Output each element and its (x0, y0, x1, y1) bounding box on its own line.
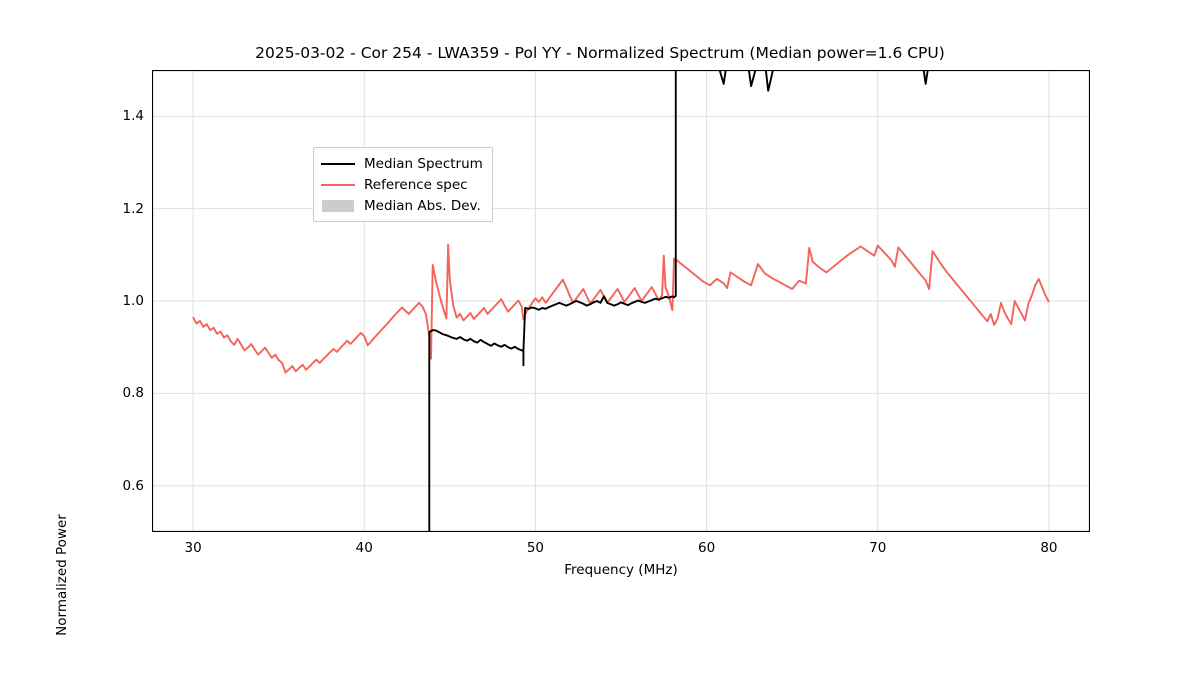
legend-label-reference-spec: Reference spec (364, 176, 468, 193)
legend-swatch-reference-spec (321, 178, 355, 192)
series-line-reference-spec (192, 243, 1050, 374)
x-tick-label: 70 (869, 540, 887, 556)
legend-entry-median-spectrum: Median Spectrum (321, 153, 483, 174)
legend-label-median-abs-dev: Median Abs. Dev. (364, 197, 481, 214)
legend-swatch-median-spectrum (321, 157, 355, 171)
legend: Median Spectrum Reference spec Median Ab… (313, 147, 493, 222)
x-tick-label: 40 (355, 540, 373, 556)
grid-lines (152, 70, 1090, 532)
series-line-median-spectrum (428, 70, 929, 532)
page-title: 2025-03-02 - Cor 254 - LWA359 - Pol YY -… (255, 44, 945, 62)
x-tick-labels: 30 40 50 60 70 80 (152, 540, 1090, 562)
y-tick-label: 0.8 (122, 385, 144, 402)
y-tick-label: 1.0 (122, 293, 144, 309)
x-tick-label: 50 (526, 540, 544, 556)
y-tick-labels: 0.6 0.8 1.0 1.2 1.4 (92, 70, 144, 532)
y-tick-label: 0.6 (122, 477, 144, 494)
x-axis-title: Frequency (MHz) (564, 562, 678, 578)
y-tick-label: 1.4 (122, 108, 144, 125)
y-axis-title: Normalized Power (54, 514, 70, 636)
x-tick-label: 30 (184, 540, 202, 556)
axes-border (152, 70, 1090, 532)
legend-entry-reference-spec: Reference spec (321, 174, 483, 195)
legend-swatch-median-abs-dev (321, 199, 355, 213)
legend-label-median-spectrum: Median Spectrum (364, 155, 483, 172)
x-tick-label: 80 (1040, 540, 1058, 556)
spectrum-figure: 2025-03-02 - Cor 254 - LWA359 - Pol YY -… (54, 44, 1090, 636)
plot-axes: Median Spectrum Reference spec Median Ab… (152, 70, 1090, 532)
y-tick-label: 1.2 (122, 200, 144, 217)
x-tick-label: 60 (697, 540, 716, 556)
legend-entry-median-abs-dev: Median Abs. Dev. (321, 195, 483, 216)
data-series-group (192, 70, 1050, 532)
spectrum-plot-svg (152, 70, 1090, 532)
